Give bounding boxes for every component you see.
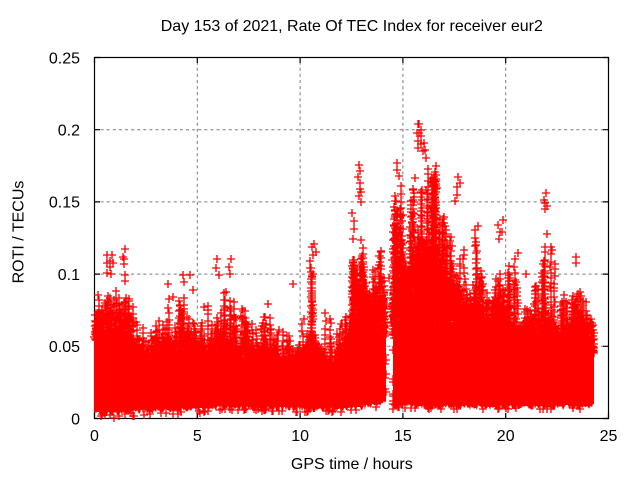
svg-text:0.2: 0.2: [58, 123, 80, 140]
svg-text:Day 153 of 2021, Rate Of TEC I: Day 153 of 2021, Rate Of TEC Index for r…: [161, 18, 543, 35]
svg-text:GPS time / hours: GPS time / hours: [291, 456, 413, 473]
svg-text:25: 25: [600, 428, 618, 445]
svg-text:0: 0: [90, 428, 99, 445]
svg-text:0.05: 0.05: [49, 339, 80, 356]
svg-text:0.1: 0.1: [58, 267, 80, 284]
svg-text:20: 20: [497, 428, 515, 445]
svg-text:0.15: 0.15: [49, 195, 80, 212]
svg-text:15: 15: [394, 428, 412, 445]
svg-text:10: 10: [291, 428, 309, 445]
svg-text:ROTI / TECUs: ROTI / TECUs: [11, 181, 28, 284]
svg-text:0: 0: [71, 411, 80, 428]
svg-text:5: 5: [193, 428, 202, 445]
svg-text:0.25: 0.25: [49, 50, 80, 67]
